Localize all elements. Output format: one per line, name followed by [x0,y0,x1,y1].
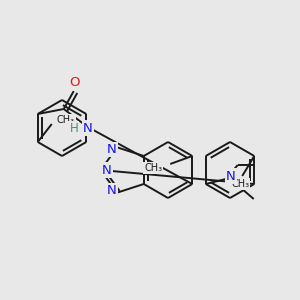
Text: CH₃: CH₃ [57,115,75,125]
Text: N: N [102,164,112,176]
Text: CH₃: CH₃ [144,163,162,173]
Text: CH₃: CH₃ [231,179,249,189]
Text: N: N [83,122,93,134]
Text: N: N [107,143,117,156]
Text: H: H [69,122,78,136]
Text: O: O [70,76,80,89]
Text: N: N [226,169,236,182]
Text: N: N [107,184,117,197]
